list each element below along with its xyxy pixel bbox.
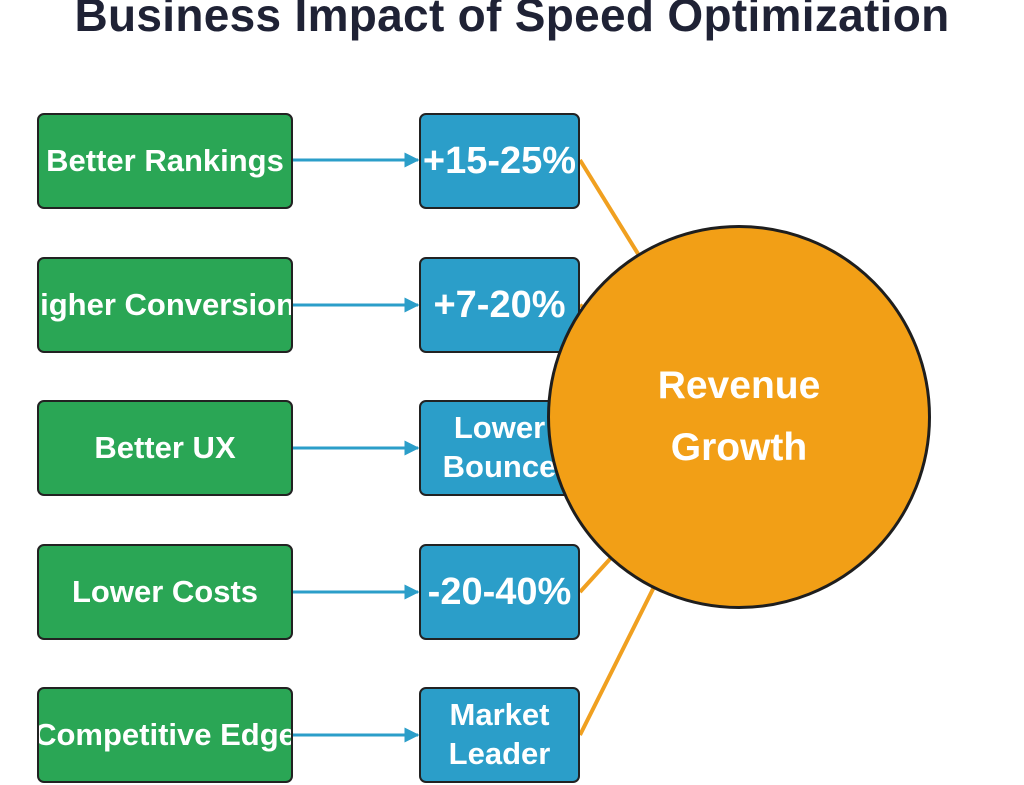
benefit-label: Better UX	[94, 430, 236, 465]
benefit-box-edge: Competitive Edge	[37, 687, 293, 783]
benefit-box-costs: Lower Costs	[37, 544, 293, 640]
impact-box-rankings: +15-25%	[419, 113, 580, 209]
benefit-label: Higher Conversions	[39, 287, 291, 322]
impact-box-edge: Market Leader	[419, 687, 580, 783]
benefit-label: Better Rankings	[46, 143, 284, 178]
benefit-box-rankings: Better Rankings	[37, 113, 293, 209]
outcome-label: Revenue Growth	[657, 363, 821, 469]
impact-label: -20-40%	[427, 570, 572, 613]
benefit-box-ux: Better UX	[37, 400, 293, 496]
impact-label: Market Leader	[448, 697, 551, 771]
impact-label: Lower Bounce	[442, 410, 557, 484]
revenue-growth-circle: Revenue Growth	[547, 225, 931, 609]
impact-label: +7-20%	[433, 283, 566, 326]
impact-box-costs: -20-40%	[419, 544, 580, 640]
impact-box-conversions: +7-20%	[419, 257, 580, 353]
benefit-box-conversions: Higher Conversions	[37, 257, 293, 353]
impact-label: +15-25%	[422, 139, 577, 182]
diagram-title: Business Impact of Speed Optimization	[74, 0, 950, 41]
benefit-label: Lower Costs	[71, 574, 259, 609]
benefit-label: Competitive Edge	[37, 717, 293, 752]
